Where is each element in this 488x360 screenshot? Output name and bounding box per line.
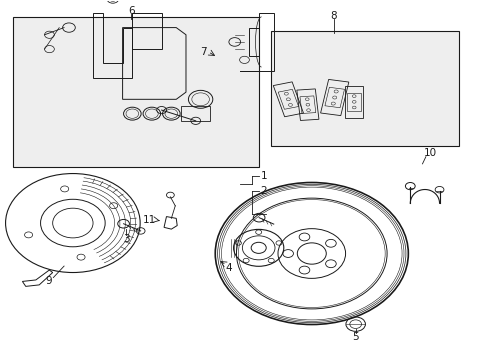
Text: 4: 4 [225, 263, 232, 273]
Bar [271, 31, 458, 146]
Text: 3: 3 [123, 234, 129, 244]
Text: 5: 5 [352, 332, 358, 342]
Text: 8: 8 [330, 11, 336, 21]
Text: 1: 1 [260, 171, 267, 181]
Text: 2: 2 [260, 186, 267, 196]
Text: 9: 9 [45, 276, 52, 286]
Text: 6: 6 [128, 6, 134, 16]
Text: 11: 11 [142, 215, 156, 225]
Text: 7: 7 [199, 46, 206, 57]
Text: 10: 10 [423, 148, 436, 158]
Bar [13, 17, 259, 167]
Bar [181, 107, 210, 121]
